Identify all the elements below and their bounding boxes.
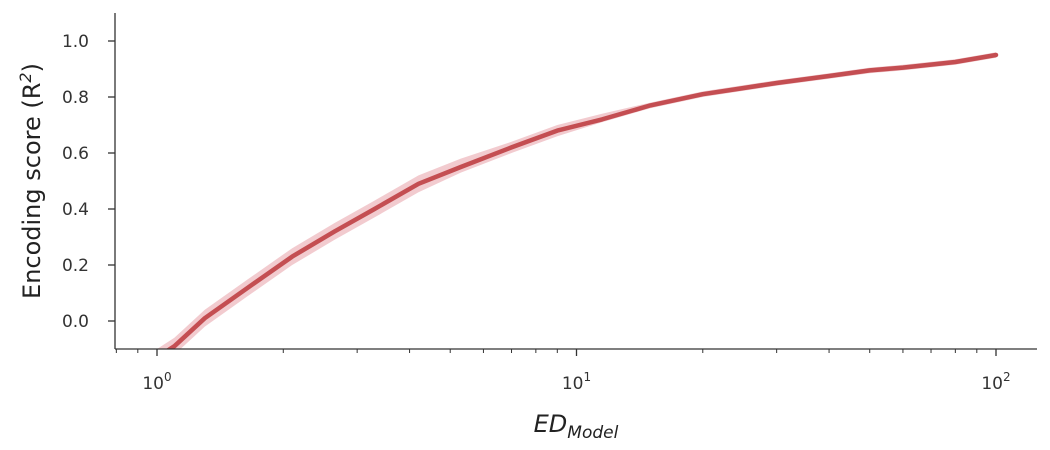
y-axis-title-superscript: 2 [16, 72, 35, 82]
x-axis-title: EDModel [534, 410, 619, 443]
x-tick-exponent: 0 [164, 370, 172, 384]
y-tick-label: 1.0 [62, 32, 89, 52]
series-0-line [165, 52, 999, 349]
x-tick-exponent: 1 [584, 370, 592, 384]
confidence-band-layer [157, 52, 996, 349]
y-axis-title-main: Encoding score (R [18, 83, 46, 299]
x-tick-base: 10 [142, 374, 164, 394]
y-axis-title-close: ) [18, 63, 46, 72]
series-0-confidence-band [157, 52, 996, 349]
y-tick-label: 0.4 [62, 200, 89, 220]
x-tick-label: 102 [981, 370, 1010, 394]
x-axis-title-subscript: Model [567, 423, 618, 443]
x-axis-title-main: ED [534, 410, 568, 438]
y-tick-label: 0.6 [62, 144, 89, 164]
y-tick-label: 0.2 [62, 256, 89, 276]
x-tick-base: 10 [562, 374, 584, 394]
y-ticks: 0.0 0.2 0.4 0.6 0.8 1.0 [62, 32, 115, 332]
y-axis-title: Encoding score (R2) [16, 63, 46, 299]
x-tick-base: 10 [981, 374, 1003, 394]
x-tick-label: 100 [142, 370, 171, 394]
series-line-layer [165, 52, 999, 349]
x-tick-exponent: 2 [1003, 370, 1011, 384]
x-ticks: 100 101 102 [115, 349, 1011, 394]
y-tick-label: 0.8 [62, 88, 89, 108]
x-tick-label: 101 [562, 370, 591, 394]
y-tick-label: 0.0 [62, 312, 89, 332]
